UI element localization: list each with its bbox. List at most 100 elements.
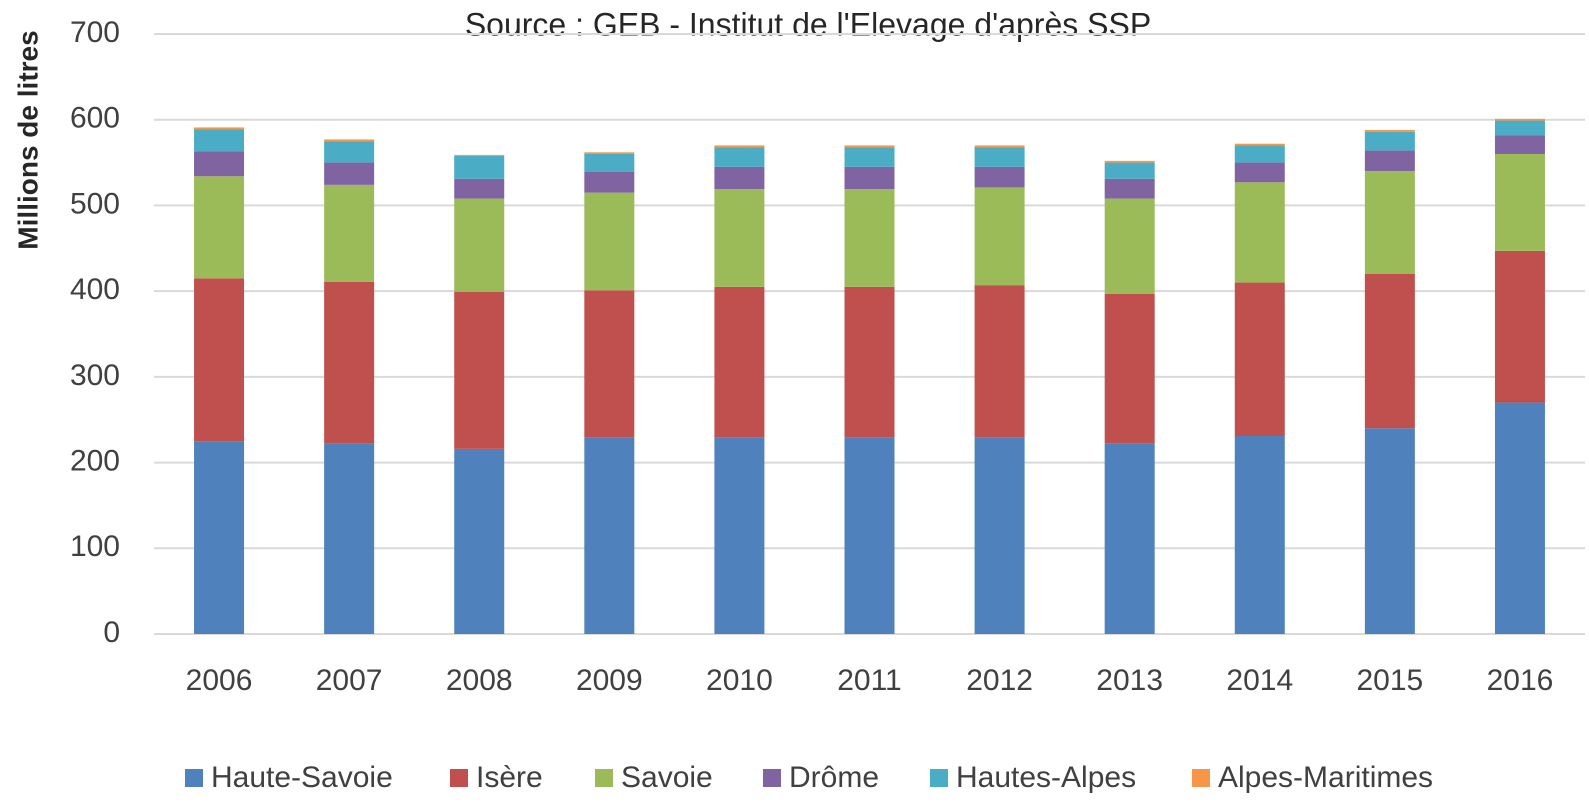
bar-segment: [1104, 162, 1155, 179]
bar-segment: [714, 166, 765, 190]
x-tick-label: 2011: [837, 664, 902, 697]
bar-segment: [1494, 402, 1545, 634]
x-tick-label: 2009: [576, 664, 643, 697]
x-tick-label: 2015: [1356, 664, 1423, 697]
bar-segment: [1364, 171, 1415, 274]
y-axis-label: Millions de litres: [12, 30, 43, 249]
bar-segment: [1364, 130, 1415, 132]
bar-segment: [324, 443, 375, 634]
legend-swatch: [763, 769, 781, 787]
legend-swatch: [450, 769, 468, 787]
bar-segment: [194, 176, 245, 279]
bar-segment: [324, 281, 375, 444]
bar-segment: [1494, 154, 1545, 251]
bar-segment: [714, 189, 765, 287]
bar-segment: [974, 285, 1025, 438]
bar-segment: [584, 172, 635, 193]
bar-segment: [844, 189, 895, 287]
bar-segment: [1104, 293, 1155, 444]
bar-segment: [1494, 120, 1545, 136]
bar-segment: [454, 178, 505, 199]
x-tick-label: 2006: [186, 664, 253, 697]
bar-segment: [844, 145, 895, 148]
bar-segment: [1234, 282, 1285, 436]
bar-segment: [714, 286, 765, 438]
bar-segment: [324, 141, 375, 163]
legend-swatch: [1192, 769, 1210, 787]
bar-segment: [1494, 135, 1545, 154]
legend-swatch: [930, 769, 948, 787]
bar-segment: [1234, 145, 1285, 163]
legend-swatch: [185, 769, 203, 787]
bar-segment: [454, 155, 505, 179]
x-tick-label: 2014: [1226, 664, 1293, 697]
bar-segment: [714, 145, 765, 148]
bar-segment: [194, 127, 245, 130]
bar-segment: [194, 129, 245, 152]
legend-label: Drôme: [789, 761, 879, 794]
legend-label: Isère: [476, 761, 543, 794]
bar-segment: [974, 437, 1025, 634]
bar-segment: [454, 198, 505, 292]
y-tick-label: 0: [103, 616, 120, 649]
bar-segment: [1104, 178, 1155, 199]
x-tick-label: 2016: [1487, 664, 1554, 697]
bar-segment: [844, 147, 895, 167]
legend-label: Haute-Savoie: [211, 761, 393, 794]
bar-segment: [454, 292, 505, 449]
bar-segment: [1104, 443, 1155, 634]
bar-segment: [584, 437, 635, 634]
bar-segment: [974, 145, 1025, 148]
bar-segment: [844, 166, 895, 190]
bar-segment: [324, 162, 375, 185]
bar-segment: [584, 154, 635, 172]
legend-label: Savoie: [621, 761, 713, 794]
y-tick-label: 500: [70, 187, 120, 220]
y-tick-label: 400: [70, 273, 120, 306]
x-tick-label: 2012: [966, 664, 1033, 697]
y-tick-label: 700: [70, 16, 120, 49]
bar-segment: [1234, 162, 1285, 183]
bar-segment: [1364, 428, 1415, 634]
bar-segment: [1234, 143, 1285, 146]
bar-segment: [844, 286, 895, 438]
x-tick-label: 2010: [706, 664, 773, 697]
chart-title: Source : GEB - Institut de l'Elevage d'a…: [465, 6, 1151, 42]
bar-segment: [1104, 160, 1155, 163]
x-tick-label: 2008: [446, 664, 513, 697]
bar-segment: [1364, 150, 1415, 172]
bar-segment: [1234, 436, 1285, 634]
bar-segment: [584, 192, 635, 291]
legend-label: Hautes-Alpes: [956, 761, 1136, 794]
bar-segment: [454, 448, 505, 634]
bar-segment: [194, 151, 245, 177]
bar-segment: [584, 152, 635, 154]
y-tick-label: 300: [70, 359, 120, 392]
bar-segment: [714, 147, 765, 167]
bar-segment: [1494, 250, 1545, 403]
bar-segment: [324, 184, 375, 282]
y-tick-label: 600: [70, 102, 120, 135]
bar-segment: [194, 441, 245, 634]
bar-segment: [974, 147, 1025, 167]
bar-segment: [1104, 198, 1155, 294]
legend-label: Alpes-Maritimes: [1218, 761, 1433, 794]
bar-segment: [1364, 131, 1415, 151]
legend-swatch: [595, 769, 613, 787]
bar-segment: [1364, 274, 1415, 429]
bar-segment: [584, 290, 635, 438]
bar-segment: [974, 166, 1025, 188]
bar-segment: [1234, 182, 1285, 283]
y-tick-label: 200: [70, 444, 120, 477]
bar-segment: [324, 139, 375, 142]
y-tick-label: 100: [70, 530, 120, 563]
x-tick-label: 2013: [1096, 664, 1163, 697]
bar-segment: [714, 437, 765, 634]
bar-segment: [194, 278, 245, 442]
bar-segment: [844, 437, 895, 634]
bar-segment: [1494, 118, 1545, 121]
bar-segment: [454, 154, 505, 156]
bar-segment: [974, 187, 1025, 286]
x-tick-label: 2007: [316, 664, 383, 697]
